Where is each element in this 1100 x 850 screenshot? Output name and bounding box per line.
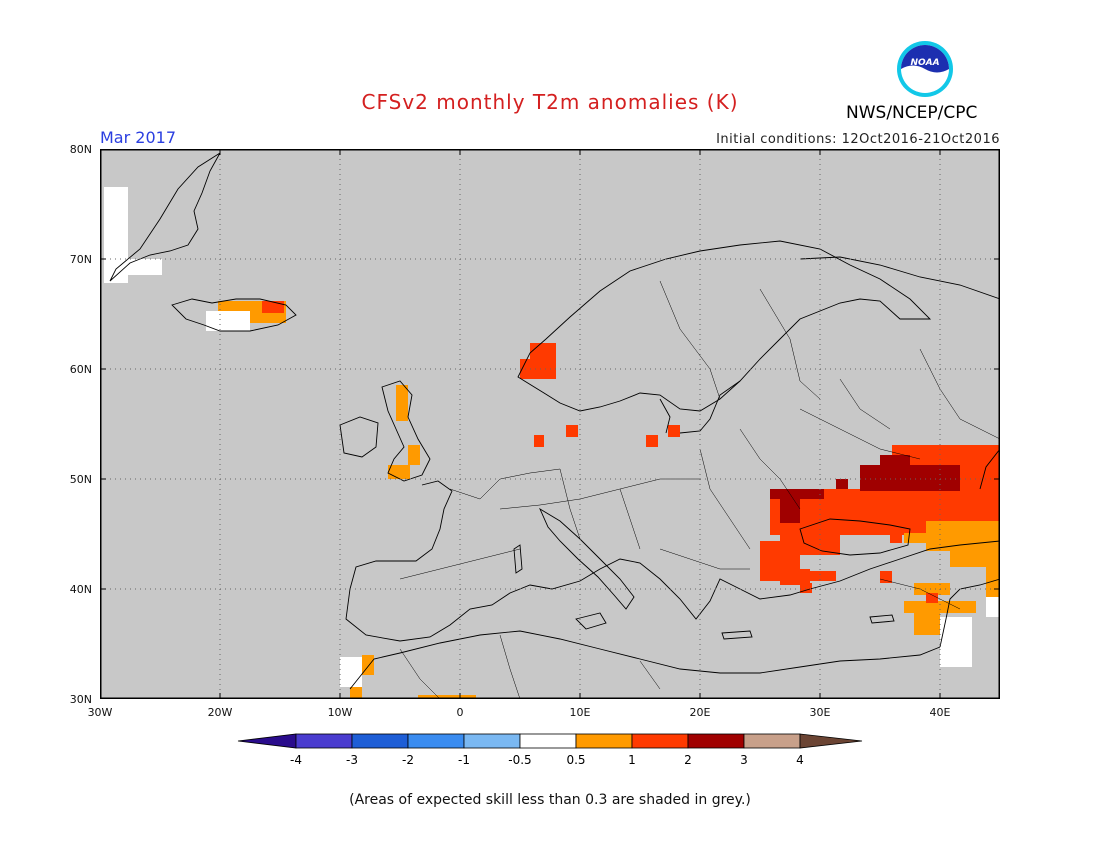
colorbar-tick: -4 [290,753,302,767]
lon-label-40e: 40E [929,706,951,719]
lon-label-30w: 30W [87,706,113,719]
colorbar-bin [295,733,353,749]
map-background [100,149,1000,699]
colorbar-bin [631,733,689,749]
lon-label-10e: 10E [569,706,591,719]
logo-lettering: NOAA [910,58,939,68]
lon-label-10w: 10W [327,706,353,719]
map-frame [100,149,1000,699]
lon-label-20e: 20E [689,706,711,719]
colorbar-tick: -3 [346,753,358,767]
colorbar [237,733,863,749]
colorbar-arrow-high [799,733,863,749]
colorbar-bin [463,733,521,749]
colorbar-tick: -0.5 [508,753,532,767]
colorbar-bin [575,733,633,749]
skill-footnote: (Areas of expected skill less than 0.3 a… [349,792,751,808]
colorbar-bin [687,733,745,749]
colorbar-tick: 0.5 [566,753,586,767]
noaa-logo: NOAA [897,41,953,97]
lat-label-50n: 50N [69,473,92,486]
colorbar-tick: 3 [740,753,748,767]
lat-label-30n: 30N [69,693,92,706]
initial-conditions: Initial conditions: 12Oct2016-21Oct2016 [716,132,1000,147]
map-title: CFSv2 monthly T2m anomalies (K) [361,90,739,114]
coastlines [109,152,1000,690]
agency-label: NWS/NCEP/CPC [846,103,978,123]
lat-label-60n: 60N [69,363,92,376]
colorbar-tick: 2 [684,753,692,767]
lon-label-0: 0 [456,706,464,719]
graticule [100,149,1000,699]
lat-label-80n: 80N [69,143,92,156]
colorbar-tick: -2 [402,753,414,767]
colorbar-bin [519,733,577,749]
colorbar-tick: 1 [628,753,636,767]
colorbar-bin [407,733,465,749]
colorbar-tick: 4 [796,753,804,767]
anomaly-map [100,149,1000,699]
lat-label-40n: 40N [69,583,92,596]
colorbar-bin [351,733,409,749]
forecast-month: Mar 2017 [100,128,176,147]
colorbar-tick: -1 [458,753,470,767]
lon-label-20w: 20W [207,706,233,719]
lon-label-30e: 30E [809,706,831,719]
colorbar-bin [743,733,801,749]
colorbar-arrow-low [237,733,297,749]
lat-label-70n: 70N [69,253,92,266]
anomaly-shading [104,187,1000,699]
